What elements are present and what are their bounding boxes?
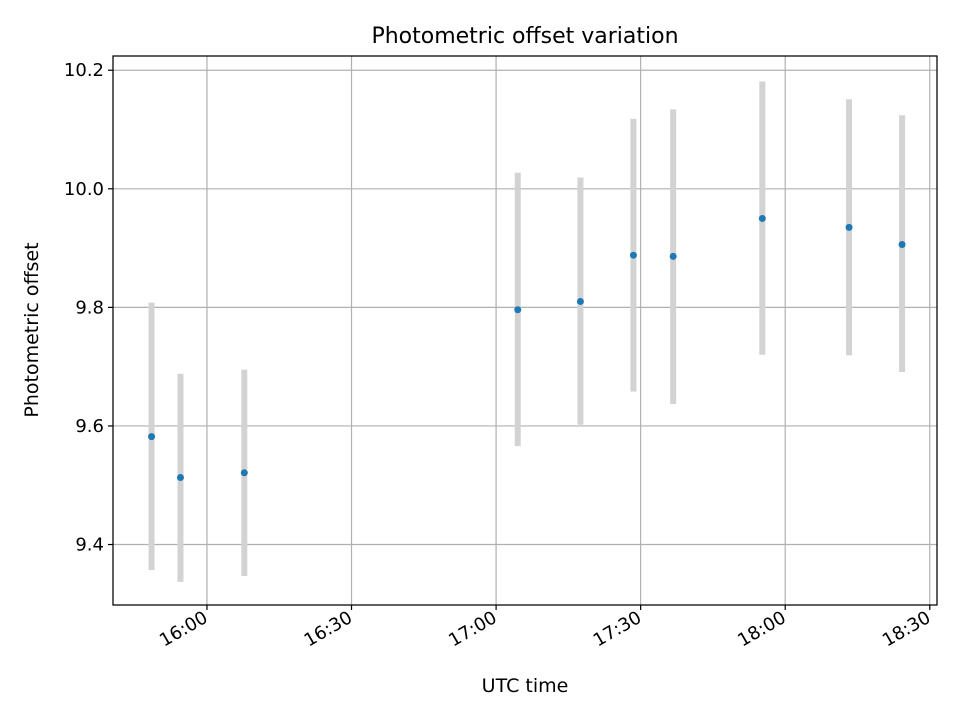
x-tick-label: 17:30 [590, 607, 645, 651]
data-point [669, 252, 677, 260]
data-point [514, 306, 522, 314]
y-axis-ticks: 9.4 9.6 9.8 10.0 10.2 [64, 60, 113, 556]
y-tick-label: 9.4 [75, 535, 104, 556]
data-point [898, 241, 906, 249]
y-tick-label: 10.2 [64, 60, 104, 81]
x-tick-label: 16:30 [301, 607, 356, 651]
data-point [176, 474, 184, 482]
x-tick-label: 17:00 [445, 607, 500, 651]
y-axis-label: Photometric offset [21, 242, 43, 417]
y-tick-label: 10.0 [64, 179, 104, 200]
error-bars [148, 81, 906, 582]
grid [113, 56, 937, 605]
x-tick-label: 18:00 [734, 607, 789, 651]
x-axis-ticks: 16:00 16:30 17:00 17:30 18:00 18:30 [156, 605, 934, 651]
y-tick-label: 9.8 [75, 297, 104, 318]
data-point [629, 251, 637, 259]
data-point [576, 297, 584, 305]
data-point [240, 469, 248, 477]
y-tick-label: 9.6 [75, 416, 104, 437]
data-points [148, 214, 906, 482]
data-point [845, 223, 853, 231]
x-tick-label: 18:30 [879, 607, 934, 651]
plot-frame [112, 55, 938, 606]
x-tick-label: 16:00 [156, 607, 211, 651]
x-axis-label: UTC time [482, 675, 569, 697]
data-point [758, 214, 766, 222]
data-point [148, 433, 156, 441]
chart-title: Photometric offset variation [371, 24, 678, 49]
